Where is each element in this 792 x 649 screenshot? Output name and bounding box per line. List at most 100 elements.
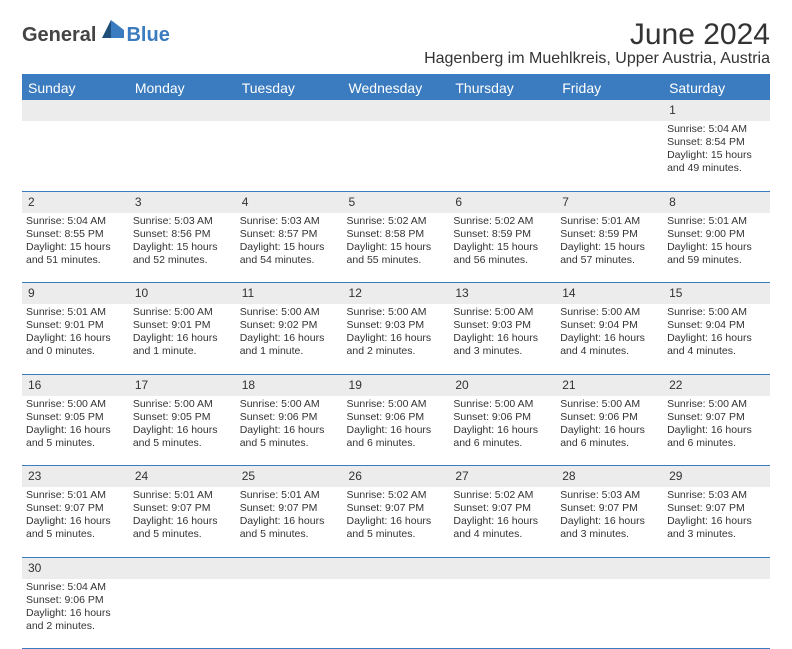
day-cell [343,579,450,649]
day-number: 18 [236,374,343,396]
sunset-text: Sunset: 9:06 PM [453,411,552,424]
day-number: 9 [22,283,129,305]
week-row: Sunrise: 5:00 AMSunset: 9:05 PMDaylight:… [22,396,770,466]
sunset-text: Sunset: 9:06 PM [347,411,446,424]
sunset-text: Sunset: 9:05 PM [133,411,232,424]
daylight-text: Daylight: 15 hours and 56 minutes. [453,241,552,267]
daynum-row: 16171819202122 [22,374,770,396]
day-cell: Sunrise: 5:04 AMSunset: 8:54 PMDaylight:… [663,121,770,191]
daylight-text: Daylight: 16 hours and 5 minutes. [26,515,125,541]
sunrise-text: Sunrise: 5:00 AM [133,398,232,411]
daylight-text: Daylight: 16 hours and 1 minute. [133,332,232,358]
daylight-text: Daylight: 16 hours and 2 minutes. [26,607,125,633]
day-cell: Sunrise: 5:00 AMSunset: 9:05 PMDaylight:… [22,396,129,466]
sunset-text: Sunset: 9:07 PM [667,502,766,515]
daynum-row: 30 [22,557,770,579]
sunset-text: Sunset: 9:01 PM [26,319,125,332]
day-cell: Sunrise: 5:00 AMSunset: 9:06 PMDaylight:… [556,396,663,466]
daylight-text: Daylight: 16 hours and 1 minute. [240,332,339,358]
day-cell: Sunrise: 5:00 AMSunset: 9:03 PMDaylight:… [449,304,556,374]
sunrise-text: Sunrise: 5:01 AM [560,215,659,228]
day-number [236,100,343,121]
day-number: 21 [556,374,663,396]
sunset-text: Sunset: 8:58 PM [347,228,446,241]
calendar-grid: Sunday Monday Tuesday Wednesday Thursday… [22,76,770,649]
day-cell [236,579,343,649]
day-cell: Sunrise: 5:00 AMSunset: 9:03 PMDaylight:… [343,304,450,374]
weekday-header-row: Sunday Monday Tuesday Wednesday Thursday… [22,76,770,100]
day-number: 5 [343,191,450,213]
daynum-row: 23242526272829 [22,466,770,488]
weekday-header: Sunday [22,76,129,100]
sunset-text: Sunset: 9:03 PM [453,319,552,332]
day-number: 10 [129,283,236,305]
sunrise-text: Sunrise: 5:03 AM [240,215,339,228]
day-cell [556,579,663,649]
sunset-text: Sunset: 9:06 PM [240,411,339,424]
day-cell [449,121,556,191]
sunrise-text: Sunrise: 5:01 AM [133,489,232,502]
daylight-text: Daylight: 16 hours and 4 minutes. [560,332,659,358]
day-number [556,557,663,579]
sunrise-text: Sunrise: 5:04 AM [26,215,125,228]
daynum-row: 1 [22,100,770,121]
sunset-text: Sunset: 9:07 PM [240,502,339,515]
brand-logo: General Blue [22,24,170,47]
sunrise-text: Sunrise: 5:02 AM [453,489,552,502]
daylight-text: Daylight: 15 hours and 51 minutes. [26,241,125,267]
day-cell: Sunrise: 5:02 AMSunset: 8:58 PMDaylight:… [343,213,450,283]
day-number: 24 [129,466,236,488]
day-cell: Sunrise: 5:00 AMSunset: 9:01 PMDaylight:… [129,304,236,374]
sunrise-text: Sunrise: 5:00 AM [667,398,766,411]
daylight-text: Daylight: 16 hours and 5 minutes. [240,515,339,541]
daylight-text: Daylight: 15 hours and 52 minutes. [133,241,232,267]
day-cell [343,121,450,191]
daylight-text: Daylight: 16 hours and 4 minutes. [667,332,766,358]
sunset-text: Sunset: 8:57 PM [240,228,339,241]
day-number [343,557,450,579]
day-cell: Sunrise: 5:02 AMSunset: 9:07 PMDaylight:… [449,487,556,557]
day-cell: Sunrise: 5:01 AMSunset: 9:01 PMDaylight:… [22,304,129,374]
sunrise-text: Sunrise: 5:03 AM [560,489,659,502]
day-cell: Sunrise: 5:02 AMSunset: 8:59 PMDaylight:… [449,213,556,283]
day-cell: Sunrise: 5:03 AMSunset: 9:07 PMDaylight:… [663,487,770,557]
sunset-text: Sunset: 8:56 PM [133,228,232,241]
daylight-text: Daylight: 16 hours and 6 minutes. [453,424,552,450]
day-number: 15 [663,283,770,305]
day-number: 11 [236,283,343,305]
daylight-text: Daylight: 16 hours and 3 minutes. [453,332,552,358]
week-row: Sunrise: 5:01 AMSunset: 9:01 PMDaylight:… [22,304,770,374]
day-cell: Sunrise: 5:01 AMSunset: 9:07 PMDaylight:… [236,487,343,557]
daylight-text: Daylight: 15 hours and 49 minutes. [667,149,766,175]
day-cell: Sunrise: 5:01 AMSunset: 9:07 PMDaylight:… [22,487,129,557]
daylight-text: Daylight: 15 hours and 59 minutes. [667,241,766,267]
sunset-text: Sunset: 8:54 PM [667,136,766,149]
day-number: 20 [449,374,556,396]
sunset-text: Sunset: 9:02 PM [240,319,339,332]
sunrise-text: Sunrise: 5:02 AM [347,215,446,228]
location-text: Hagenberg im Muehlkreis, Upper Austria, … [424,50,770,68]
sunrise-text: Sunrise: 5:02 AM [347,489,446,502]
day-cell [129,579,236,649]
day-cell: Sunrise: 5:00 AMSunset: 9:04 PMDaylight:… [663,304,770,374]
daylight-text: Daylight: 16 hours and 5 minutes. [240,424,339,450]
day-cell: Sunrise: 5:00 AMSunset: 9:04 PMDaylight:… [556,304,663,374]
day-number [22,100,129,121]
sunrise-text: Sunrise: 5:03 AM [667,489,766,502]
week-row: Sunrise: 5:04 AMSunset: 8:55 PMDaylight:… [22,213,770,283]
brand-text-1: General [22,24,96,47]
day-number: 23 [22,466,129,488]
sunset-text: Sunset: 9:07 PM [453,502,552,515]
daylight-text: Daylight: 16 hours and 2 minutes. [347,332,446,358]
sunset-text: Sunset: 8:55 PM [26,228,125,241]
day-cell [556,121,663,191]
week-row: Sunrise: 5:04 AMSunset: 9:06 PMDaylight:… [22,579,770,649]
day-number [449,557,556,579]
weekday-header: Friday [556,76,663,100]
sunrise-text: Sunrise: 5:00 AM [560,398,659,411]
sunset-text: Sunset: 9:06 PM [26,594,125,607]
daylight-text: Daylight: 16 hours and 6 minutes. [347,424,446,450]
daylight-text: Daylight: 16 hours and 5 minutes. [347,515,446,541]
day-cell [129,121,236,191]
sunrise-text: Sunrise: 5:04 AM [667,123,766,136]
